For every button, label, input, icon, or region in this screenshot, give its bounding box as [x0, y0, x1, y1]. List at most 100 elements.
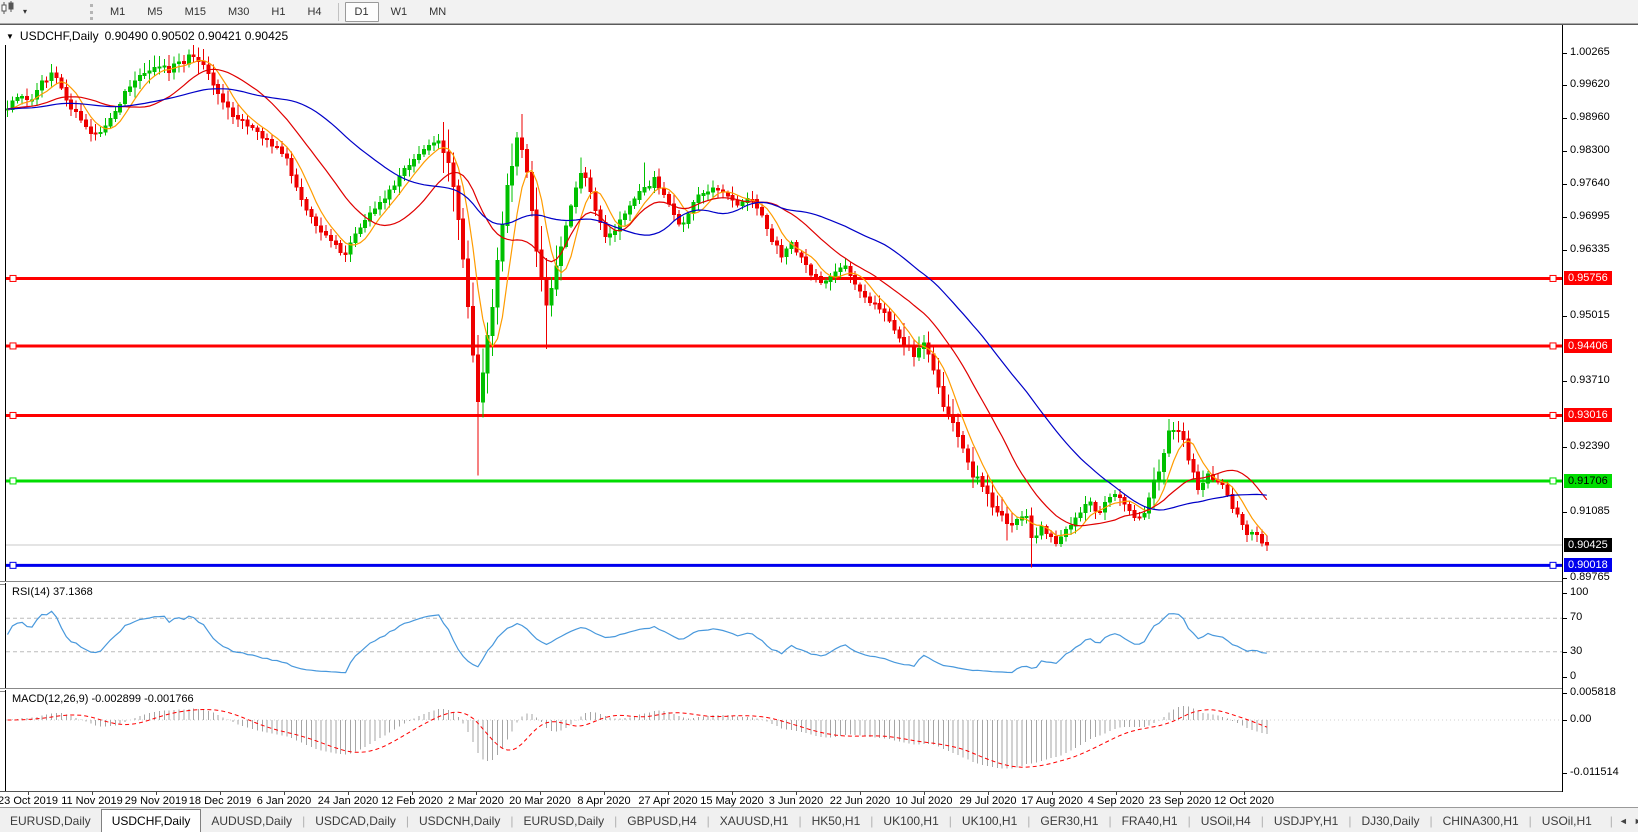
tab-audusd-daily[interactable]: AUDUSD,Daily	[211, 813, 293, 828]
level-line-handle[interactable]	[1549, 561, 1557, 569]
level-lines[interactable]	[6, 274, 1563, 569]
tab-dj30-daily[interactable]: DJ30,Daily	[1361, 813, 1420, 828]
tab-usdchf-daily[interactable]: USDCHF,Daily	[100, 809, 202, 832]
tab-usoil-h4[interactable]: USOil,H4	[1200, 813, 1251, 828]
timeframe-button-mn[interactable]: MN	[429, 5, 447, 18]
macd-indicator-panel[interactable]: MACD(12,26,9) -0.002899 -0.001766	[5, 690, 1563, 791]
tab-separator: |	[1609, 813, 1613, 828]
level-line-handle[interactable]	[9, 342, 17, 350]
tab-usdcnh-daily[interactable]: USDCNH,Daily	[419, 813, 501, 828]
tab-separator: |	[1187, 813, 1191, 828]
macd-tick	[1563, 773, 1567, 775]
tab-separator: |	[1528, 813, 1532, 828]
tab-uk100-h1[interactable]: UK100,H1	[883, 813, 939, 828]
rsi-indicator-panel[interactable]: RSI(14) 37.1368	[5, 583, 1563, 688]
timeframe-button-m1[interactable]: M1	[110, 5, 126, 18]
date-tick	[540, 792, 541, 795]
level-line-handle[interactable]	[1549, 274, 1557, 282]
timeframe-button-w1[interactable]: W1	[390, 5, 408, 18]
tab-usoil-h1[interactable]: USOil,H1	[1541, 813, 1592, 828]
date-label: 20 Mar 2020	[509, 795, 571, 807]
date-label: 12 Feb 2020	[381, 795, 443, 807]
price-tick	[1563, 151, 1567, 153]
tab-separator: |	[798, 813, 802, 828]
chart-type-dropdown-caret-icon[interactable]: ▾	[23, 7, 28, 16]
price-level-badge: 0.93016	[1564, 408, 1612, 423]
date-tick	[220, 792, 221, 795]
tab-china300-h1[interactable]: CHINA300,H1	[1442, 813, 1519, 828]
rsi-tick-label: 100	[1570, 586, 1589, 598]
date-label: 24 Jan 2020	[317, 795, 379, 807]
fast-ma-line	[7, 59, 1268, 537]
level-line-handle[interactable]	[1549, 411, 1557, 419]
tab-hk50-h1[interactable]: HK50,H1	[811, 813, 861, 828]
price-tick	[1563, 85, 1567, 87]
tab-xauusd-h1[interactable]: XAUUSD,H1	[719, 813, 789, 828]
level-line-handle[interactable]	[9, 561, 17, 569]
timeframe-button-m5[interactable]: M5	[147, 5, 163, 18]
price-tick	[1563, 184, 1567, 186]
tab-uk100-h1[interactable]: UK100,H1	[961, 813, 1018, 828]
toolbar-separator	[337, 2, 339, 21]
timeframe-button-m15[interactable]: M15	[184, 5, 206, 18]
date-tick	[1244, 792, 1245, 795]
price-tick-label: 0.98300	[1570, 144, 1610, 157]
rsi-tick	[1563, 593, 1567, 594]
tab-gbpusd-h4[interactable]: GBPUSD,H4	[627, 813, 697, 828]
main-price-chart-panel[interactable]	[5, 45, 1563, 581]
level-line-handle[interactable]	[9, 477, 17, 485]
rsi-tick-label: 0	[1570, 670, 1577, 682]
chart-tab-bar: EURUSD,Daily USDCHF,Daily AUDUSD,Daily | USD…	[0, 807, 1638, 832]
tab-separator: |	[1348, 813, 1352, 828]
tab-scroll-right-icon[interactable]: ►	[1634, 816, 1638, 826]
date-label: 18 Dec 2019	[188, 795, 252, 807]
level-line-handle[interactable]	[1549, 477, 1557, 485]
time-axis[interactable]: 23 Oct 2019 11 Nov 2019 29 Nov 2019 18 Dec …	[0, 792, 1638, 808]
timeframe-button-d1[interactable]: D1	[344, 1, 379, 22]
tab-eurusd-daily[interactable]: EURUSD,Daily	[10, 813, 91, 828]
date-label: 17 Aug 2020	[1021, 795, 1083, 807]
date-label: 2 Mar 2020	[448, 795, 504, 807]
top-toolbar: ▾ M1 M5 M15 M30 H1 H4 D1 W1 MN	[0, 0, 1638, 24]
timeframe-button-m30[interactable]: M30	[227, 5, 250, 18]
slow-ma-line	[7, 88, 1267, 511]
chart-title-bar: ▼ USDCHF,Daily 0.90490 0.90502 0.90421 0…	[6, 28, 288, 44]
date-tick	[348, 792, 349, 795]
tab-scroll-left-icon[interactable]: ◄	[1618, 815, 1628, 826]
timeframe-button-h1[interactable]: H1	[271, 5, 286, 18]
price-tick-label: 0.99620	[1570, 78, 1610, 91]
tab-scroll-controls: | ◄ ►	[1602, 808, 1638, 832]
chart-type-icon[interactable]	[1, 1, 22, 20]
tab-separator: |	[870, 813, 874, 828]
tab-usdjpy-h1[interactable]: USDJPY,H1	[1273, 813, 1339, 828]
level-line-handle[interactable]	[1549, 342, 1557, 350]
macd-tick	[1563, 693, 1567, 695]
price-tick	[1563, 315, 1567, 317]
collapse-triangle-icon[interactable]: ▼	[6, 31, 14, 41]
price-tick	[1563, 380, 1567, 382]
level-line-handle[interactable]	[9, 274, 17, 282]
price-level-badge: 0.90425	[1564, 538, 1612, 552]
level-line-handle[interactable]	[9, 411, 17, 419]
date-label: 15 May 2020	[700, 795, 764, 807]
tab-usdcad-daily[interactable]: USDCAD,Daily	[315, 813, 396, 828]
tab-eurusd-daily[interactable]: EURUSD,Daily	[523, 813, 605, 828]
rsi-canvas	[6, 610, 1563, 674]
tab-separator: |	[1027, 813, 1031, 828]
date-tick	[1116, 792, 1117, 795]
price-tick-label: 1.00265	[1570, 46, 1610, 58]
price-tick-label: 0.97640	[1570, 177, 1610, 190]
price-axis[interactable]: 1.00265 0.99620 0.98960 0.98300 0.97640 0.969…	[1562, 25, 1638, 792]
macd-tick-label: 0.005818	[1570, 686, 1616, 699]
date-tick	[1052, 792, 1053, 795]
tab-separator: |	[948, 813, 952, 828]
price-tick	[1563, 118, 1567, 120]
candlestick-chart-icon	[1, 1, 14, 14]
tab-fra40-h1[interactable]: FRA40,H1	[1121, 813, 1178, 828]
chart-window: ▼ USDCHF,Daily 0.90490 0.90502 0.90421 0…	[0, 24, 1638, 807]
tab-ger30-h1[interactable]: GER30,H1	[1040, 813, 1099, 828]
price-tick	[1563, 216, 1567, 218]
toolbar-grip-handle[interactable]	[90, 3, 94, 20]
timeframe-button-h4[interactable]: H4	[307, 5, 322, 18]
